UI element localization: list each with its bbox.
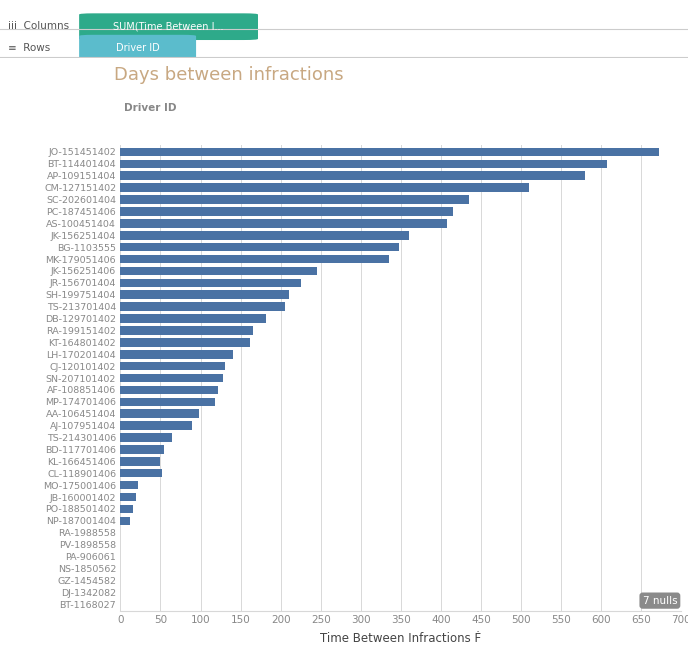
Bar [120, 434, 173, 442]
Bar [120, 469, 162, 478]
Text: Driver ID: Driver ID [116, 43, 160, 53]
Bar [120, 385, 218, 394]
Bar [120, 397, 215, 406]
Text: ≡  Rows: ≡ Rows [8, 43, 50, 53]
Bar [120, 362, 224, 371]
Bar [120, 314, 266, 323]
Bar [120, 374, 223, 382]
Bar [120, 255, 389, 263]
Bar [120, 195, 469, 204]
Bar [120, 184, 529, 192]
FancyBboxPatch shape [79, 35, 196, 61]
X-axis label: Time Between Infractions Ḟ: Time Between Infractions Ḟ [320, 633, 482, 645]
Bar [120, 243, 399, 251]
Bar [120, 445, 164, 454]
Text: Days between infractions: Days between infractions [114, 66, 343, 84]
Bar [120, 409, 199, 418]
Bar [120, 291, 289, 299]
Text: SUM(Time Between I...: SUM(Time Between I... [114, 21, 224, 31]
Bar [120, 338, 250, 347]
Bar [120, 504, 133, 513]
Bar [120, 160, 607, 168]
Bar [120, 326, 252, 335]
Text: 7 nulls: 7 nulls [643, 596, 677, 606]
Bar [120, 422, 193, 430]
Bar [120, 172, 585, 180]
Bar [120, 267, 316, 275]
Bar [120, 279, 301, 287]
Bar [120, 303, 285, 311]
Bar [120, 207, 453, 216]
Bar [120, 231, 409, 240]
Bar [120, 481, 138, 490]
FancyBboxPatch shape [79, 13, 258, 40]
Bar [120, 350, 233, 359]
Bar [120, 148, 658, 156]
Bar [120, 219, 447, 228]
Bar [120, 493, 136, 501]
Bar [120, 516, 130, 525]
Bar [120, 457, 160, 466]
Text: Driver ID: Driver ID [124, 103, 176, 113]
Text: iii  Columns: iii Columns [8, 21, 69, 31]
